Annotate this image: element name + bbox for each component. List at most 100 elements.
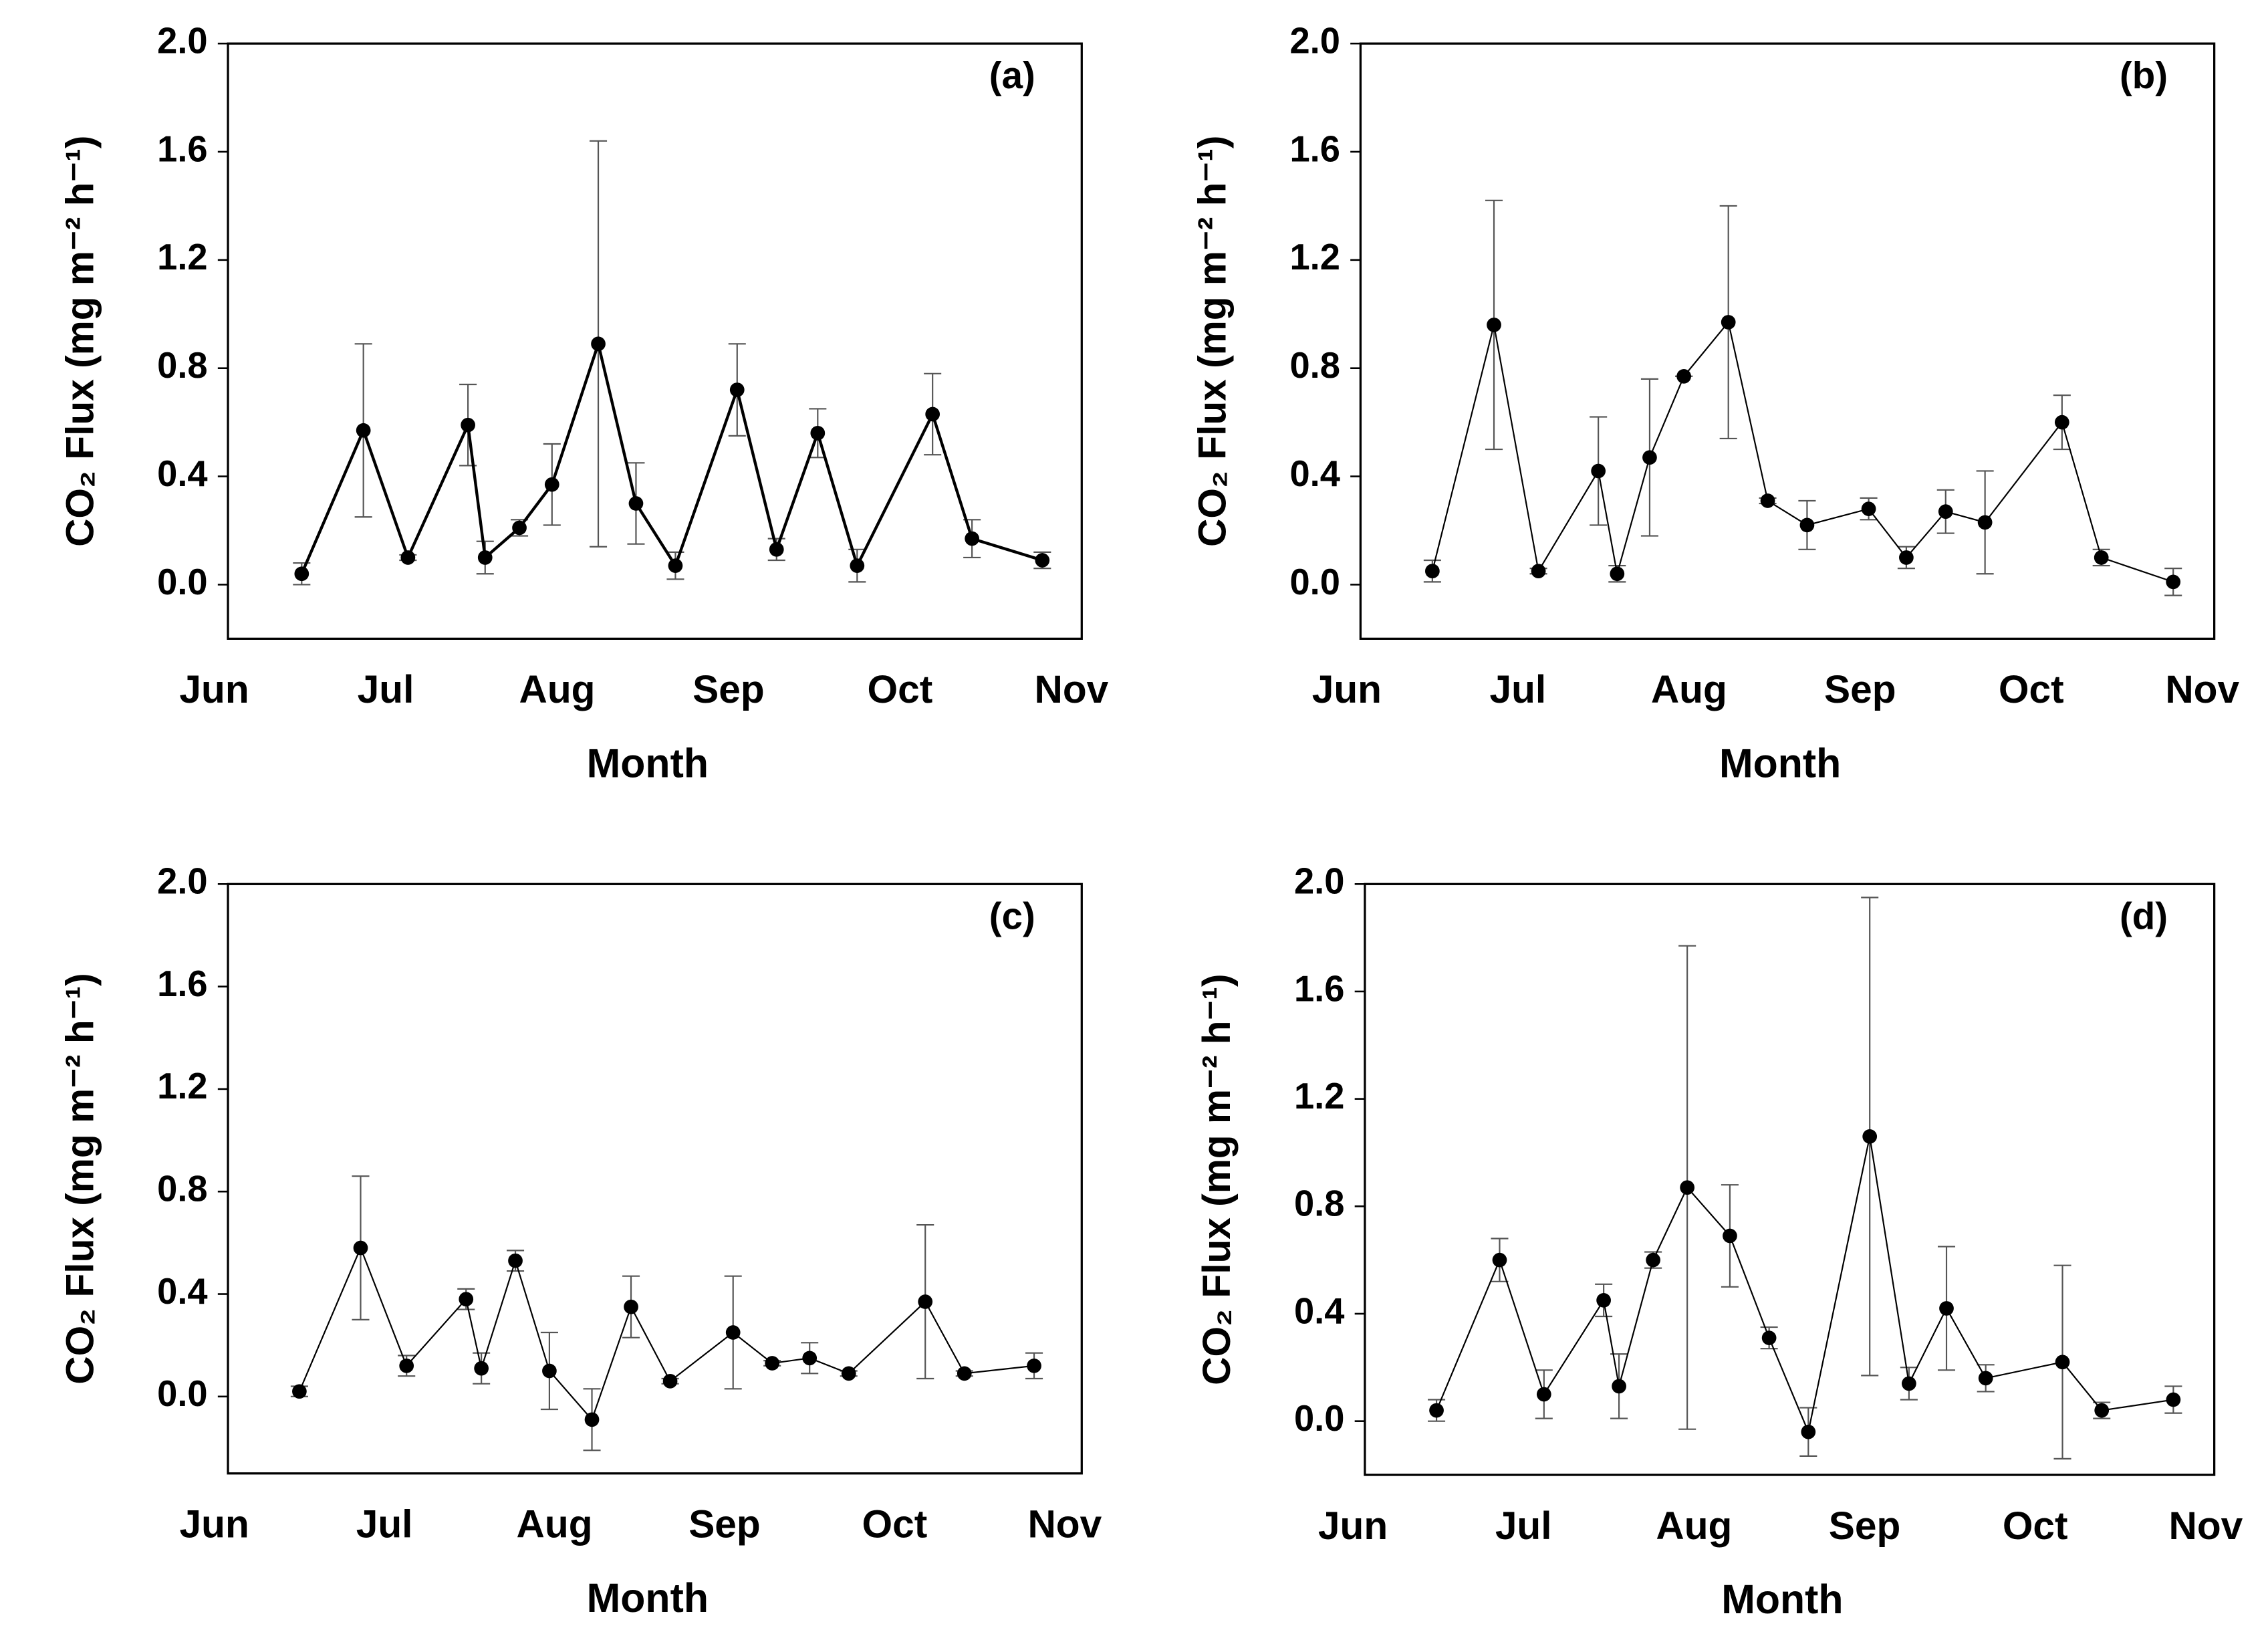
y-tick-label: 2.0 bbox=[157, 20, 207, 61]
data-point bbox=[2166, 1392, 2181, 1407]
y-tick-label: 0.0 bbox=[157, 1373, 207, 1414]
data-point bbox=[584, 1412, 600, 1427]
data-point bbox=[1035, 553, 1050, 568]
plot-frame bbox=[227, 42, 1083, 640]
data-point bbox=[1902, 1376, 1916, 1391]
data-point bbox=[1536, 1387, 1551, 1402]
data-point bbox=[725, 1325, 741, 1340]
y-tick-label: 1.2 bbox=[157, 237, 207, 277]
data-point bbox=[2055, 1355, 2070, 1370]
panel: 0.0 0.4 0.8 1.2 1.6 2.0 Jun Jul Aug Sep Oct Nov Mont… bbox=[1191, 20, 2240, 786]
data-point bbox=[591, 336, 606, 352]
y-axis-label: CO₂ Flux (mg m⁻² h⁻¹) bbox=[1195, 973, 1239, 1385]
x-tick-label: Aug bbox=[517, 1503, 593, 1546]
data-point bbox=[1977, 515, 1993, 530]
x-tick-label: Jun bbox=[180, 1503, 249, 1546]
data-point bbox=[1861, 501, 1876, 516]
x-tick-label: Jun bbox=[179, 668, 249, 711]
x-tick-label: Sep bbox=[1824, 668, 1896, 711]
data-point bbox=[2166, 574, 2181, 590]
x-tick-label: Oct bbox=[862, 1503, 928, 1546]
x-axis-label: Month bbox=[1719, 740, 1841, 786]
y-axis-label: CO₂ Flux (mg m⁻² h⁻¹) bbox=[1191, 136, 1235, 547]
y-tick-label: 2.0 bbox=[157, 861, 207, 902]
data-point bbox=[1862, 1129, 1878, 1144]
y-tick-label: 1.2 bbox=[157, 1066, 207, 1106]
y-tick-label: 1.6 bbox=[157, 963, 207, 1004]
data-point bbox=[1721, 315, 1736, 330]
x-tick-label: Jul bbox=[1495, 1504, 1552, 1548]
data-point bbox=[1801, 1424, 1816, 1439]
x-tick-label: Nov bbox=[1027, 1503, 1102, 1546]
data-point bbox=[1899, 550, 1914, 565]
data-point bbox=[1425, 564, 1440, 579]
data-point bbox=[1676, 368, 1691, 384]
x-tick-label: Sep bbox=[688, 1503, 761, 1546]
data-point bbox=[508, 1253, 523, 1268]
data-point bbox=[2054, 415, 2069, 430]
panel-label: (a) bbox=[989, 54, 1035, 96]
x-tick-label: Jul bbox=[356, 1503, 413, 1546]
y-tick-label: 1.6 bbox=[157, 128, 207, 169]
y-tick-label: 1.2 bbox=[1294, 1076, 1344, 1117]
data-point bbox=[399, 1358, 414, 1373]
x-tick-label: Jun bbox=[1312, 668, 1382, 711]
y-tick-label: 0.0 bbox=[1294, 1398, 1344, 1439]
data-point bbox=[1612, 1379, 1626, 1394]
data-point bbox=[1027, 1358, 1041, 1373]
x-tick-label: Oct bbox=[2003, 1504, 2068, 1548]
data-point bbox=[628, 496, 644, 511]
data-point bbox=[918, 1294, 933, 1309]
data-point bbox=[850, 558, 865, 573]
data-point bbox=[1591, 463, 1606, 479]
x-axis-label: Month bbox=[587, 1575, 709, 1621]
data-point bbox=[769, 542, 784, 557]
data-line bbox=[300, 338, 1043, 575]
data-point bbox=[624, 1299, 638, 1314]
data-point bbox=[512, 520, 527, 536]
y-axis-label: CO₂ Flux (mg m⁻² h⁻¹) bbox=[58, 136, 102, 547]
data-point bbox=[729, 382, 745, 397]
y-tick-label: 2.0 bbox=[1294, 861, 1344, 902]
panel-label: (c) bbox=[989, 895, 1035, 937]
plot-frame bbox=[1359, 42, 2216, 640]
panel: 0.0 0.4 0.8 1.2 1.6 2.0 Jun Jul Aug Sep Oct Nov Mont… bbox=[58, 861, 1102, 1621]
data-point bbox=[957, 1366, 972, 1381]
y-tick-label: 0.4 bbox=[1294, 1290, 1344, 1331]
data-point bbox=[925, 406, 940, 422]
data-point bbox=[1978, 1371, 1993, 1386]
panel-label: (b) bbox=[2120, 54, 2168, 96]
x-tick-label: Nov bbox=[2165, 668, 2239, 711]
data-point bbox=[474, 1361, 489, 1376]
data-point bbox=[1761, 1330, 1777, 1345]
data-point bbox=[1646, 1252, 1660, 1268]
x-tick-label: Nov bbox=[2168, 1504, 2243, 1548]
data-point bbox=[841, 1366, 856, 1381]
x-tick-label: Nov bbox=[1035, 668, 1109, 711]
panel-label: (d) bbox=[2120, 895, 2168, 937]
y-tick-label: 0.0 bbox=[157, 562, 207, 602]
panel: 0.0 0.4 0.8 1.2 1.6 2.0 Jun Jul Aug Sep Oct Nov Mont… bbox=[58, 20, 1108, 786]
x-axis-label: Month bbox=[1721, 1576, 1843, 1622]
y-axis-label: CO₂ Flux (mg m⁻² h⁻¹) bbox=[58, 973, 102, 1384]
data-point bbox=[2094, 550, 2109, 565]
data-point bbox=[965, 531, 980, 546]
data-point bbox=[1429, 1403, 1444, 1418]
y-tick-label: 0.4 bbox=[157, 453, 207, 494]
plot-frame bbox=[1364, 883, 2216, 1476]
data-point bbox=[2094, 1403, 2110, 1418]
x-tick-label: Aug bbox=[519, 668, 595, 711]
data-point bbox=[400, 550, 416, 565]
data-point bbox=[1492, 1252, 1507, 1268]
data-point bbox=[1610, 566, 1625, 582]
data-line bbox=[1431, 320, 2174, 583]
y-tick-label: 2.0 bbox=[1289, 20, 1340, 61]
x-axis-label: Month bbox=[587, 740, 709, 786]
x-tick-label: Jun bbox=[1318, 1504, 1388, 1548]
y-tick-label: 1.2 bbox=[1289, 237, 1340, 277]
data-point bbox=[356, 423, 371, 438]
data-point bbox=[353, 1240, 368, 1256]
data-point bbox=[1939, 1301, 1954, 1316]
